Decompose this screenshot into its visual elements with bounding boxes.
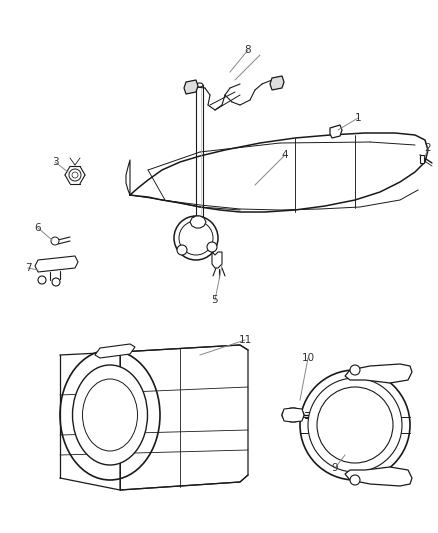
Text: 6: 6 [35,223,41,233]
Polygon shape [35,256,78,272]
Polygon shape [330,125,342,138]
Polygon shape [282,408,304,422]
Circle shape [300,370,410,480]
Ellipse shape [196,83,203,87]
Text: 7: 7 [25,263,31,273]
Circle shape [317,387,393,463]
Text: 11: 11 [238,335,251,345]
Polygon shape [212,252,222,268]
Circle shape [207,242,217,252]
Circle shape [38,276,46,284]
Circle shape [69,169,81,181]
Text: 3: 3 [52,157,58,167]
Ellipse shape [82,379,138,451]
Circle shape [350,365,360,375]
Polygon shape [345,364,412,383]
Circle shape [72,172,78,178]
Ellipse shape [60,350,160,480]
Circle shape [174,216,218,260]
Polygon shape [270,76,284,90]
Text: 4: 4 [282,150,288,160]
Ellipse shape [282,408,304,422]
Text: 5: 5 [212,295,218,305]
Circle shape [179,221,213,255]
Text: 10: 10 [301,353,314,363]
Circle shape [51,237,59,245]
Polygon shape [420,155,424,163]
Polygon shape [190,216,206,228]
Polygon shape [184,80,198,94]
Polygon shape [95,344,135,358]
Text: 1: 1 [355,113,361,123]
Ellipse shape [73,365,148,465]
Text: 8: 8 [245,45,251,55]
Polygon shape [345,467,412,486]
Text: 9: 9 [332,463,338,473]
Circle shape [350,475,360,485]
Text: 2: 2 [425,143,431,153]
Circle shape [308,378,402,472]
Circle shape [52,278,60,286]
Circle shape [177,245,187,255]
